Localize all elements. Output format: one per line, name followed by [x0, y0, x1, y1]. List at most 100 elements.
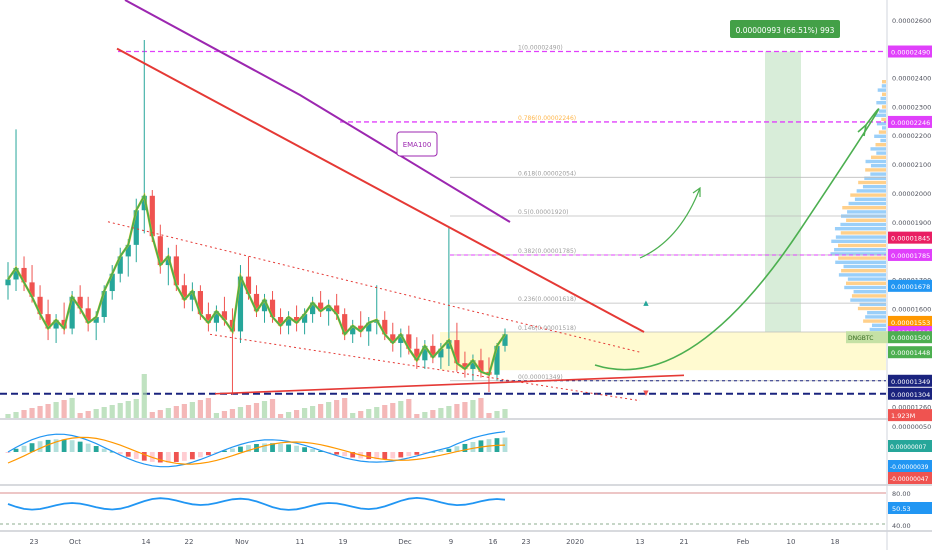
price-tag: 0.00001785	[888, 248, 932, 261]
callout-text: EMA100	[403, 141, 432, 149]
macd-histogram-bar	[342, 452, 348, 457]
volume-profile-bar	[863, 319, 886, 323]
volume-profile-bar	[835, 260, 886, 264]
price-tag-text: 0.00001553	[891, 319, 930, 327]
volume-profile-bar	[882, 105, 886, 109]
candle-body	[157, 236, 163, 266]
macd-histogram-bar	[406, 452, 412, 457]
volume-bar	[85, 411, 91, 418]
price-tag-text: 0.00001349	[891, 378, 930, 386]
time-axis-label: Oct	[69, 538, 81, 546]
volume-bar	[157, 410, 163, 418]
volume-bar	[382, 405, 388, 418]
price-tag-box	[888, 315, 932, 328]
volume-profile-bar	[841, 269, 886, 273]
candle-body	[470, 360, 476, 369]
macd-histogram-bar	[21, 445, 27, 452]
macd-histogram-bar	[334, 452, 340, 455]
price-tag-text: -0.00000039	[890, 464, 929, 471]
macd-histogram-bar	[454, 446, 460, 452]
volume-profile-bar	[838, 243, 886, 248]
candle-body	[358, 325, 364, 332]
candle-body	[414, 348, 420, 361]
volume-bar	[293, 410, 300, 418]
volume-bar	[318, 404, 324, 418]
symbol-tag: DNGBTC	[846, 331, 888, 344]
time-axis-label: Feb	[737, 538, 750, 546]
macd-histogram-bar	[197, 452, 203, 458]
candle-body	[293, 317, 300, 323]
macd-histogram-bar	[398, 452, 404, 458]
price-axis: 0.000026000.000025000.000024900.00002400…	[888, 17, 932, 422]
candle-body	[221, 311, 228, 320]
price-axis-tick: 0.00002100	[892, 161, 931, 169]
volume-profile-bar	[840, 231, 886, 235]
candle-body	[197, 291, 203, 315]
price-tag-text: 0.00001304	[891, 391, 930, 399]
volume-profile-bar	[865, 315, 886, 319]
volume-bar	[205, 398, 212, 418]
volume-bar	[366, 409, 372, 418]
candle-body	[478, 360, 484, 372]
macd-histogram-bar	[382, 452, 388, 460]
volume-bar	[149, 412, 155, 418]
macd-histogram-bar	[286, 444, 291, 452]
volume-bar	[414, 414, 420, 418]
volume-bar	[53, 402, 59, 418]
macd-histogram-bar	[238, 446, 243, 452]
candle-body	[422, 345, 428, 361]
volume-profile-bar	[870, 155, 886, 159]
fib-level-label: 0.382(0.00001785)	[518, 248, 576, 255]
macd-histogram-bar	[125, 452, 131, 457]
volume-profile-bar	[844, 285, 886, 290]
candle-body	[117, 256, 123, 274]
candle-body	[494, 345, 500, 375]
volume-profile-bar	[856, 189, 886, 193]
macd-histogram-bar	[246, 445, 251, 452]
volume-profile-bar	[846, 281, 886, 285]
volume-profile-bar	[847, 277, 886, 281]
volume-bar	[310, 406, 316, 418]
macd-histogram-bar	[157, 452, 163, 463]
volume-bar	[173, 406, 179, 418]
volume-profile-bar	[862, 185, 886, 189]
volume-bar	[494, 411, 500, 418]
volume-bar	[125, 401, 131, 418]
candle-body	[390, 334, 396, 343]
price-tag: -0.00000039	[888, 460, 932, 472]
volume-profile-bar	[870, 164, 886, 168]
macd-histogram-bar	[270, 443, 275, 452]
price-axis-tick: 0.00001900	[892, 219, 931, 227]
trendline-red	[214, 374, 685, 395]
volume-profile-bar	[831, 239, 886, 243]
macd-histogram-bar	[302, 447, 307, 452]
time-axis-label: Dec	[398, 538, 412, 546]
volume-profile-bar	[864, 176, 886, 180]
up-arrow-icon: ▲	[643, 299, 649, 307]
volume-bar	[141, 374, 147, 418]
macd-histogram-bar	[230, 448, 235, 452]
volume-profile-bar	[834, 248, 886, 252]
price-tag-box	[888, 231, 932, 244]
volume-bar	[197, 400, 203, 418]
time-axis-label: 22	[185, 538, 194, 546]
volume-profile-bar	[878, 109, 886, 113]
price-tag: 50.53	[888, 502, 932, 514]
candle-body	[245, 276, 252, 294]
price-tag: 0.00000007	[888, 440, 932, 452]
price-tag-text: -0.00000047	[890, 476, 929, 483]
candle-body	[125, 244, 131, 257]
candle-body	[189, 291, 195, 300]
price-tag: 0.00001349	[888, 374, 932, 387]
candle-body	[277, 317, 284, 326]
price-tag-text: 0.00001845	[891, 235, 930, 243]
volume-profile-bar	[874, 113, 886, 117]
volume-bar	[390, 403, 396, 418]
volume-bar	[342, 398, 348, 418]
fib-level-label: 1(0.00002490)	[518, 45, 563, 52]
volume-bar	[454, 404, 460, 418]
volume-bar	[398, 401, 404, 418]
price-tag-text: 0.00001448	[891, 349, 930, 357]
